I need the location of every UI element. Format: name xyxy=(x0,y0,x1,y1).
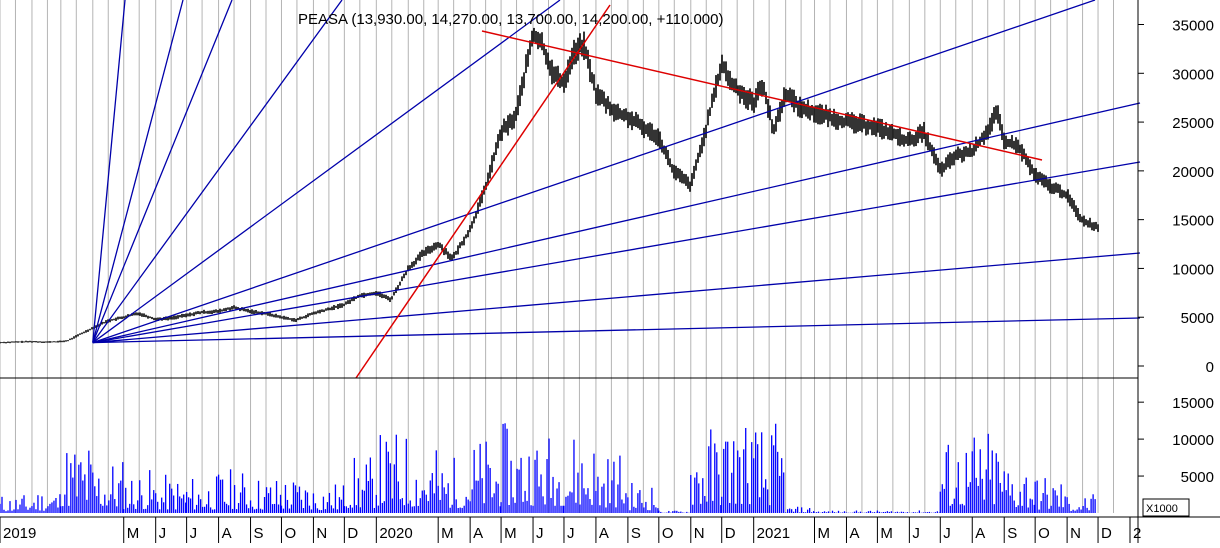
gridlines xyxy=(0,0,1115,513)
x-tick-label: N xyxy=(1070,525,1081,542)
x-tick-label: M xyxy=(818,525,831,542)
fan-line xyxy=(92,0,561,344)
fan-line xyxy=(92,0,184,343)
x-tick-label: M xyxy=(880,525,893,542)
x-tick-label: 2019 xyxy=(3,525,36,542)
trend-line-up xyxy=(355,4,611,379)
fan-line xyxy=(92,252,1141,344)
x-tick-label: O xyxy=(1038,525,1050,542)
x-tick-label: O xyxy=(662,525,674,542)
price-y-tick-label: 35000 xyxy=(1172,18,1214,35)
volume-y-tick-label: 15000 xyxy=(1172,395,1214,412)
x-tick-label: D xyxy=(1101,525,1112,542)
x-tick-label: S xyxy=(1007,525,1017,542)
fan-line xyxy=(92,161,1141,344)
price-candles xyxy=(0,27,1099,344)
x-tick-label: S xyxy=(631,525,641,542)
fan-line xyxy=(92,102,1141,344)
x-tick-label: N xyxy=(316,525,327,542)
volume-y-tick-label: 5000 xyxy=(1181,469,1214,486)
x-tick-label: A xyxy=(222,525,232,542)
volume-bars xyxy=(0,423,1096,513)
volume-y-tick-label: 10000 xyxy=(1172,432,1214,449)
x-tick-label: 2 xyxy=(1133,525,1141,542)
price-y-tick-label: 30000 xyxy=(1172,66,1214,83)
volume-unit-box xyxy=(1142,498,1190,517)
price-y-tick-label: 20000 xyxy=(1172,164,1214,181)
fan-line xyxy=(92,0,343,343)
x-tick-label: J xyxy=(159,525,167,542)
x-tick-label: M xyxy=(441,525,454,542)
x-tick-label: 2020 xyxy=(379,525,412,542)
x-tick-label: D xyxy=(347,525,358,542)
x-tick-label: M xyxy=(504,525,517,542)
x-tick-label: J xyxy=(943,525,951,542)
x-tick-label: D xyxy=(725,525,736,542)
fan-lines xyxy=(92,0,1141,344)
price-y-tick-label: 15000 xyxy=(1172,213,1214,230)
x-tick-label: A xyxy=(473,525,483,542)
fan-line xyxy=(92,0,1096,344)
price-y-tick-label: 0 xyxy=(1206,359,1214,376)
fan-line xyxy=(92,317,1141,344)
x-tick-label: A xyxy=(975,525,985,542)
chart-title: PEASA (13,930.00, 14,270.00, 13,700.00, … xyxy=(298,11,724,28)
trend-line-down xyxy=(481,30,1043,161)
x-tick-label: A xyxy=(849,525,859,542)
x-tick-label: J xyxy=(536,525,544,542)
price-y-tick-label: 25000 xyxy=(1172,115,1214,132)
x-tick-label: N xyxy=(694,525,705,542)
x-tick-label: 2021 xyxy=(757,525,790,542)
volume-unit-label: X1000 xyxy=(1146,503,1178,515)
x-tick-label: J xyxy=(190,525,198,542)
fan-line xyxy=(92,0,126,343)
x-tick-label: O xyxy=(284,525,296,542)
price-y-tick-label: 5000 xyxy=(1181,310,1214,327)
x-tick-label: M xyxy=(127,525,140,542)
x-tick-label: J xyxy=(912,525,920,542)
fan-line xyxy=(92,0,233,343)
price-y-tick-label: 10000 xyxy=(1172,261,1214,278)
x-tick-label: A xyxy=(599,525,609,542)
trend-lines xyxy=(355,4,1043,379)
x-tick-label: S xyxy=(254,525,264,542)
x-tick-label: J xyxy=(567,525,575,542)
